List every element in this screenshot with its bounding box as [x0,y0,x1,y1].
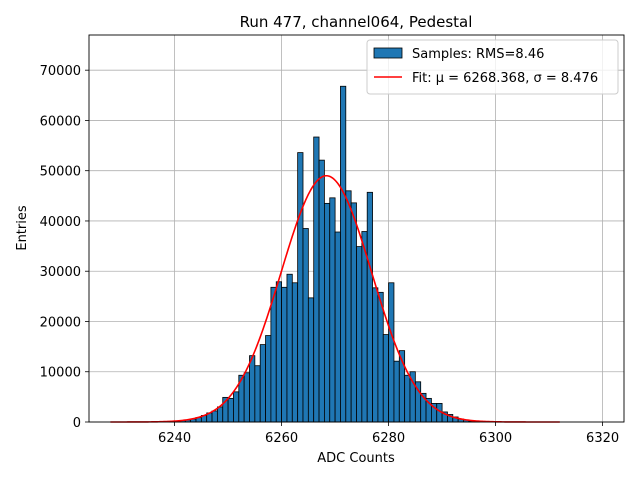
histogram-bar [393,360,400,423]
x-tick-label: 6240 [158,431,191,446]
histogram-bar [259,344,266,423]
histogram-bars [168,85,480,423]
x-tick-label: 6300 [479,431,512,446]
legend: Samples: RMS=8.46 Fit: μ = 6268.368, σ =… [366,39,619,95]
histogram-bar [356,246,363,423]
histogram-bar [211,410,218,423]
y-tick-label: 0 [73,416,81,431]
histogram-bar [366,191,373,423]
x-tick-label: 6320 [586,431,619,446]
y-tick-label: 40000 [40,215,81,230]
histogram-bar [216,406,224,423]
x-tick-label: 6260 [265,431,298,446]
histogram-bar [404,374,411,423]
histogram-bar [302,228,309,423]
y-tick-label: 20000 [40,315,81,330]
histogram-bar [340,85,347,423]
histogram-bar [286,273,293,423]
histogram-bar [265,335,272,423]
x-axis-ticks: 6240 6260 6280 6300 6320 [158,422,619,446]
histogram-bar [372,287,379,423]
histogram-bar [377,291,384,423]
histogram-bar [382,334,389,423]
histogram-bar [291,282,299,423]
fit-curve-layer [110,174,560,423]
histogram-bar [318,159,325,423]
y-tick-label: 50000 [40,165,81,180]
y-tick-label: 30000 [40,265,81,280]
histogram-bar [307,297,315,423]
plot-frame [88,34,625,423]
y-tick-label: 60000 [40,114,81,129]
y-axis-title: Entries [15,205,30,251]
histogram-bar [334,231,341,423]
histogram-bar [361,231,368,423]
chart-title: Run 477, channel064, Pedestal [240,13,473,31]
histogram-bar [243,372,250,423]
histogram-bar [281,286,288,423]
histogram-bar [227,397,234,423]
legend-box [366,39,619,95]
histogram-bar [233,391,240,423]
histogram-bar [297,152,304,423]
y-axis-ticks: 0 10000 20000 30000 40000 50000 60000 70000 [40,64,89,431]
y-tick-label: 10000 [40,366,81,381]
histogram-bar [270,286,277,423]
histogram-bar [345,190,352,423]
histogram-bar [249,355,256,423]
histogram-bar [388,282,395,423]
histogram-bar [329,197,336,423]
histogram-bar [254,365,261,423]
legend-fit-label: Fit: μ = 6268.368, σ = 8.476 [412,71,598,86]
x-axis-title: ADC Counts [317,451,395,466]
y-tick-label: 70000 [40,64,81,79]
histogram-bar [275,281,282,423]
x-tick-label: 6280 [372,431,405,446]
histogram-bar [350,202,357,423]
legend-histogram-swatch [373,47,403,59]
legend-histogram-label: Samples: RMS=8.46 [412,47,544,62]
fit-curve [110,174,560,423]
histogram-bar [323,202,331,423]
